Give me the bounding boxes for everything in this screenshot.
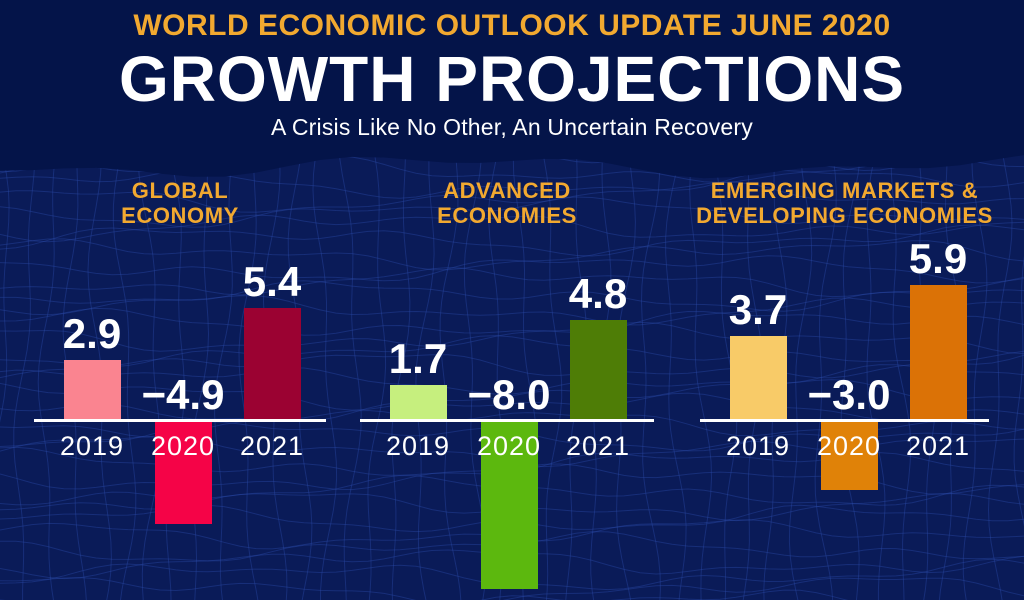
baseline-axis <box>700 419 989 422</box>
value-label: 1.7 <box>388 335 448 382</box>
value-label: 5.4 <box>242 258 302 305</box>
page-title: GROWTH PROJECTIONS <box>118 43 906 115</box>
chart-group-global-economy: GLOBAL ECONOMY 2.9 2019 −4.9 2020 5.4 2021 <box>34 170 326 600</box>
year-label: 2019 <box>59 431 125 461</box>
year-label: 2021 <box>239 431 305 461</box>
bar-2019 <box>63 360 121 421</box>
value-label: −4.9 <box>141 371 225 418</box>
chart-group-advanced-economies: ADVANCED ECONOMIES 1.7 2019 −8.0 2020 4.8 2021 <box>360 170 654 600</box>
group-title-line: ADVANCED <box>443 178 571 203</box>
bar-2021 <box>569 320 627 421</box>
year-label: 2020 <box>150 431 216 461</box>
group-title-line: ECONOMIES <box>437 203 577 228</box>
year-label: 2020 <box>816 431 882 461</box>
horizon-ridge <box>0 142 1024 179</box>
group-title-global-economy: GLOBAL ECONOMY <box>121 178 239 228</box>
year-label: 2021 <box>905 431 971 461</box>
bar-2021 <box>243 308 301 421</box>
group-title-line: DEVELOPING ECONOMIES <box>696 203 993 228</box>
year-label: 2021 <box>565 431 631 461</box>
chart-group-emerging-markets: EMERGING MARKETS & DEVELOPING ECONOMIES 3… <box>696 170 992 600</box>
bar-2019 <box>389 385 447 421</box>
bar-2019 <box>729 336 787 421</box>
value-label: 5.9 <box>908 235 968 282</box>
group-title-line: EMERGING MARKETS & <box>710 178 979 203</box>
year-label: 2020 <box>476 431 542 461</box>
value-label: −8.0 <box>467 371 551 418</box>
page-subtitle: A Crisis Like No Other, An Uncertain Rec… <box>271 114 753 140</box>
bar-2020 <box>480 421 538 589</box>
year-label: 2019 <box>385 431 451 461</box>
year-label: 2019 <box>725 431 791 461</box>
value-label: 2.9 <box>62 310 122 357</box>
group-title-line: ECONOMY <box>121 203 239 228</box>
group-title-emerging-markets: EMERGING MARKETS & DEVELOPING ECONOMIES <box>696 178 993 228</box>
value-label: 4.8 <box>568 270 628 317</box>
bar-2020 <box>154 421 212 524</box>
kicker-text: WORLD ECONOMIC OUTLOOK UPDATE JUNE 2020 <box>133 9 891 42</box>
value-label: 3.7 <box>728 286 788 333</box>
baseline-axis <box>34 419 326 422</box>
bar-2021 <box>909 285 967 421</box>
group-title-advanced-economies: ADVANCED ECONOMIES <box>437 178 577 228</box>
baseline-axis <box>360 419 654 422</box>
value-label: −3.0 <box>807 371 891 418</box>
bar-2020 <box>820 421 878 490</box>
group-title-line: GLOBAL <box>131 178 229 203</box>
